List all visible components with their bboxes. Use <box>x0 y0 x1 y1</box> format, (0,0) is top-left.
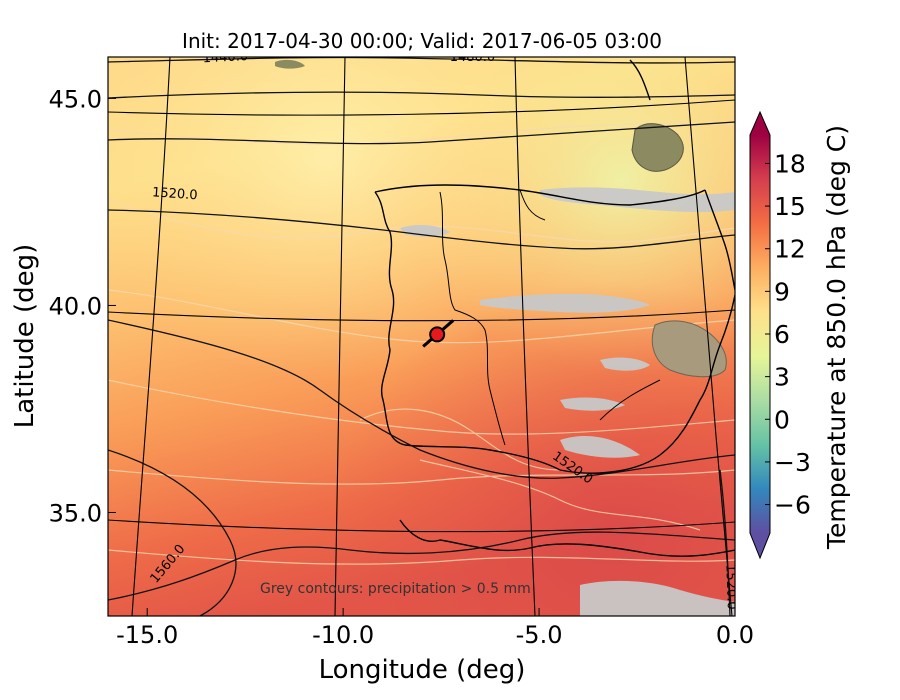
colorbar-tick-label: 0 <box>774 405 790 434</box>
y-axis-ticks: 35.0 40.0 45.0 <box>49 85 116 527</box>
colorbar-tick-label: −3 <box>774 448 811 477</box>
x-axis-label: Longitude (deg) <box>319 655 526 685</box>
temperature-contours <box>108 123 735 565</box>
colorbar-tick-label: 9 <box>774 277 790 306</box>
contour-label: 1480.0 <box>450 50 496 65</box>
y-tick-label: 40.0 <box>49 292 102 320</box>
precipitation-annotation: Grey contours: precipitation > 0.5 mm <box>260 581 531 597</box>
colorbar-tick-label: 18 <box>774 149 806 178</box>
y-tick-label: 35.0 <box>49 499 102 527</box>
colorbar-ticks: −6 −3 0 3 6 9 12 15 18 <box>765 149 811 520</box>
contour-label: 1520.0 <box>722 564 739 610</box>
colorbar-tick-label: −6 <box>774 491 811 520</box>
geopotential-contours <box>108 57 735 616</box>
location-marker <box>422 319 455 348</box>
chart-title: Init: 2017-04-30 00:00; Valid: 2017-06-0… <box>182 29 662 53</box>
colorbar-extend-top <box>750 112 770 135</box>
colorbar-extend-bottom <box>750 533 770 558</box>
y-tick-label: 45.0 <box>49 85 102 113</box>
contour-label: 1520.0 <box>152 185 198 203</box>
colorbar-tick-label: 3 <box>774 363 790 392</box>
x-tick-label: -15.0 <box>116 621 178 649</box>
colorbar-tick-label: 6 <box>774 320 790 349</box>
hot-region-southeast <box>108 57 735 616</box>
x-axis-ticks: -15.0 -10.0 -5.0 0.0 <box>116 608 754 649</box>
y-axis-label: Latitude (deg) <box>10 244 40 429</box>
x-tick-label: -5.0 <box>516 621 563 649</box>
colorbar-tick-label: 15 <box>774 192 806 221</box>
contour-label: 1440.0 <box>202 49 248 66</box>
coastline <box>374 59 735 557</box>
graticule <box>108 57 735 616</box>
colorbar: −6 −3 0 3 6 9 12 15 18 Temperature at 850.0 hPa … <box>749 110 851 560</box>
colorbar-outline <box>749 110 771 560</box>
x-tick-label: -10.0 <box>312 621 374 649</box>
x-tick-label: 0.0 <box>716 621 754 649</box>
colorbar-gradient <box>750 135 770 533</box>
colorbar-tick-label: 12 <box>774 235 806 264</box>
map-frame <box>107 56 736 617</box>
borders <box>439 189 661 446</box>
colorbar-label: Temperature at 850.0 hPa (deg C) <box>822 125 851 550</box>
